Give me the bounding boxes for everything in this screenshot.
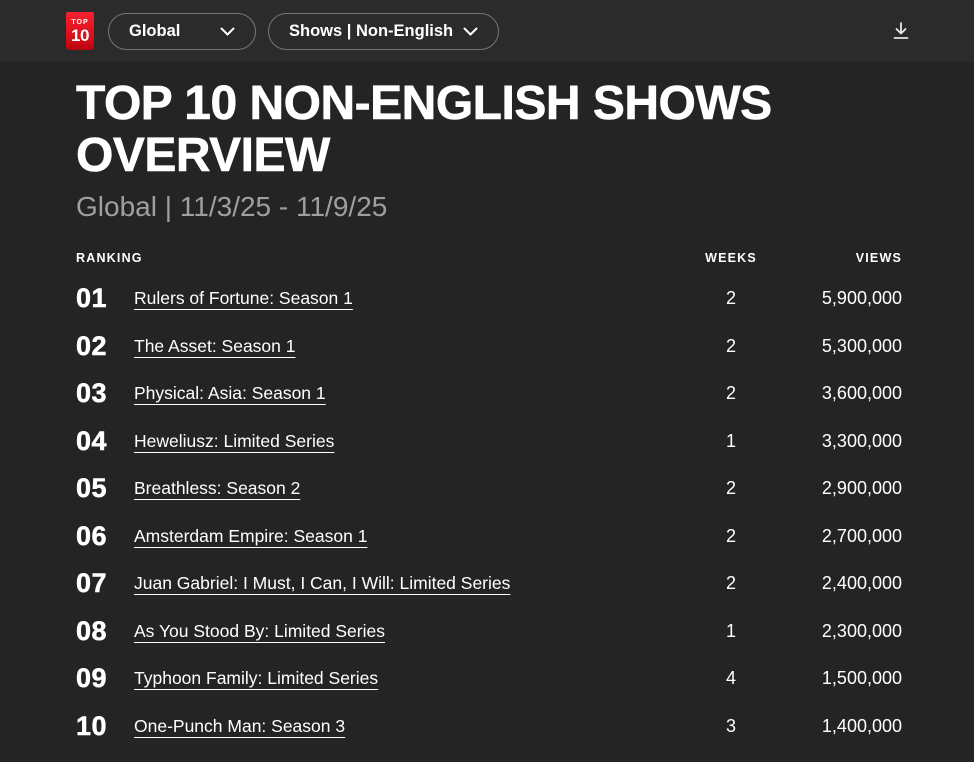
table-row: 01 Rulers of Fortune: Season 1 2 5,900,0… — [76, 275, 902, 323]
top-bar: TOP 10 Global Shows | Non-English — [0, 0, 974, 62]
page-title: TOP 10 NON-ENGLISH SHOWS OVERVIEW — [76, 77, 773, 182]
views-value: 1,400,000 — [821, 715, 902, 736]
rank-number: 06 — [76, 520, 108, 552]
rank-number: 02 — [76, 330, 108, 362]
weeks-value: 2 — [725, 335, 736, 356]
weeks-value: 2 — [725, 383, 736, 404]
views-value: 5,900,000 — [821, 288, 902, 309]
page-subtitle: Global | 11/3/25 - 11/9/25 — [76, 191, 388, 222]
category-dropdown-label: Shows | Non-English — [289, 21, 454, 40]
views-value: 3,600,000 — [821, 383, 902, 404]
top10-logo-number-text: 10 — [71, 25, 89, 45]
rank-number: 01 — [76, 283, 108, 314]
weeks-value: 4 — [725, 668, 736, 689]
table-row: 04 Heweliusz: Limited Series 1 3,300,000 — [76, 418, 902, 466]
top10-logo-top-text: TOP — [71, 18, 89, 26]
rank-number: 07 — [76, 568, 108, 599]
weeks-value: 2 — [725, 288, 736, 309]
views-value: 2,700,000 — [821, 525, 902, 546]
table-row: 02 The Asset: Season 1 2 5,300,000 — [76, 323, 902, 371]
main-content: TOP 10 NON-ENGLISH SHOWS OVERVIEW Global… — [0, 62, 974, 750]
weeks-value: 2 — [725, 478, 736, 499]
top10-logo: TOP 10 — [66, 12, 94, 50]
category-dropdown[interactable]: Shows | Non-English — [268, 12, 500, 50]
column-header-ranking: RANKING — [76, 251, 143, 265]
views-value: 2,900,000 — [821, 478, 902, 499]
show-title-link[interactable]: Breathless: Season 2 — [134, 478, 301, 499]
table-row: 09 Typhoon Family: Limited Series 4 1,50… — [76, 655, 902, 703]
chevron-down-icon — [463, 27, 478, 35]
table-row: 03 Physical: Asia: Season 1 2 3,600,000 — [76, 370, 902, 418]
weeks-value: 1 — [725, 430, 736, 451]
views-value: 3,300,000 — [821, 430, 902, 451]
region-dropdown[interactable]: Global — [108, 12, 256, 50]
table-row: 07 Juan Gabriel: I Must, I Can, I Will: … — [76, 560, 902, 608]
weeks-value: 2 — [725, 573, 736, 594]
show-title-link[interactable]: Rulers of Fortune: Season 1 — [134, 288, 353, 309]
region-dropdown-label: Global — [129, 21, 181, 40]
table-row: 08 As You Stood By: Limited Series 1 2,3… — [76, 608, 902, 656]
table-header-row: RANKING WEEKS VIEWS — [76, 250, 902, 266]
views-value: 1,500,000 — [821, 668, 902, 689]
show-title-link[interactable]: Heweliusz: Limited Series — [134, 430, 335, 451]
rank-number: 05 — [76, 473, 108, 504]
show-title-link[interactable]: One-Punch Man: Season 3 — [134, 715, 346, 736]
column-header-weeks: WEEKS — [705, 251, 757, 265]
table-body: 01 Rulers of Fortune: Season 1 2 5,900,0… — [76, 275, 902, 750]
rank-number: 09 — [76, 663, 108, 694]
show-title-link[interactable]: Typhoon Family: Limited Series — [134, 668, 379, 689]
views-value: 5,300,000 — [821, 335, 902, 356]
rank-number: 08 — [76, 615, 108, 647]
weeks-value: 1 — [725, 620, 736, 641]
column-header-views: VIEWS — [855, 251, 902, 265]
show-title-link[interactable]: The Asset: Season 1 — [134, 335, 296, 356]
chevron-down-icon — [220, 27, 235, 35]
show-title-link[interactable]: As You Stood By: Limited Series — [134, 620, 385, 641]
show-title-link[interactable]: Physical: Asia: Season 1 — [134, 383, 326, 404]
rank-number: 04 — [76, 425, 108, 457]
rank-number: 10 — [76, 710, 108, 742]
show-title-link[interactable]: Juan Gabriel: I Must, I Can, I Will: Lim… — [134, 573, 511, 594]
download-icon — [893, 22, 909, 39]
table-row: 05 Breathless: Season 2 2 2,900,000 — [76, 465, 902, 513]
views-value: 2,400,000 — [821, 573, 902, 594]
rank-number: 03 — [76, 378, 108, 409]
weeks-value: 3 — [725, 715, 736, 736]
table-row: 10 One-Punch Man: Season 3 3 1,400,000 — [76, 703, 902, 751]
table-row: 06 Amsterdam Empire: Season 1 2 2,700,00… — [76, 513, 902, 561]
show-title-link[interactable]: Amsterdam Empire: Season 1 — [134, 525, 368, 546]
views-value: 2,300,000 — [821, 620, 902, 641]
download-button[interactable] — [886, 16, 916, 46]
weeks-value: 2 — [725, 525, 736, 546]
